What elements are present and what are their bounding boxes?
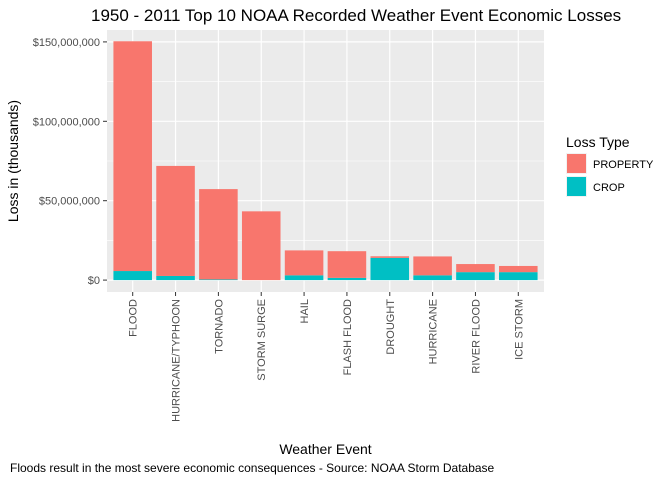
x-tick-label: STORM SURGE xyxy=(256,299,268,381)
bar-crop xyxy=(327,277,367,281)
bar-property xyxy=(456,264,495,273)
bar-crop xyxy=(284,275,324,281)
legend: Loss Type PROPERTY CROP xyxy=(566,134,654,197)
x-tick-label: DROUGHT xyxy=(385,299,397,355)
bar-crop xyxy=(156,275,195,281)
bar-property xyxy=(241,211,281,281)
legend-swatch-crop xyxy=(567,177,586,196)
y-tick-label: $50,000,000 xyxy=(39,196,100,208)
bar-crop xyxy=(499,272,538,281)
bar-crop xyxy=(413,275,452,281)
bars xyxy=(113,41,538,281)
x-tick-label: FLOOD xyxy=(128,299,140,337)
bar-property xyxy=(199,189,238,280)
bar-crop xyxy=(199,279,238,281)
legend-swatch-property xyxy=(567,154,586,173)
bar-crop xyxy=(456,272,495,281)
legend-label-property: PROPERTY xyxy=(593,159,654,171)
x-tick-label: HURRICANE/TYPHOON xyxy=(171,299,183,422)
y-axis: $0 $50,000,000 $100,000,000 $150,000,000 xyxy=(33,37,107,287)
bar-property xyxy=(499,265,538,273)
legend-title: Loss Type xyxy=(566,134,630,150)
x-tick-label: RIVER FLOOD xyxy=(470,299,482,374)
bar-property xyxy=(327,251,367,278)
bar-property xyxy=(113,41,152,272)
chart-title: 1950 - 2011 Top 10 NOAA Recorded Weather… xyxy=(91,6,621,25)
chart-caption: Floods result in the most severe economi… xyxy=(10,461,495,475)
x-tick-label: ICE STORM xyxy=(513,299,525,360)
y-tick-label: $0 xyxy=(88,275,100,287)
y-tick-label: $100,000,000 xyxy=(33,116,100,128)
bar-property xyxy=(156,165,195,276)
y-axis-title: Loss in (thousands) xyxy=(5,100,21,222)
y-tick-label: $150,000,000 xyxy=(33,37,100,49)
legend-label-crop: CROP xyxy=(593,182,625,194)
bar-property xyxy=(413,256,452,276)
x-axis-title: Weather Event xyxy=(279,441,371,457)
bar-property xyxy=(284,250,324,276)
x-axis: FLOOD HURRICANE/TYPHOON TORNADO STORM SURGE… xyxy=(128,292,525,422)
x-tick-label: HAIL xyxy=(299,299,311,323)
x-tick-label: TORNADO xyxy=(213,299,225,354)
x-tick-label: HURRICANE xyxy=(428,299,440,364)
bar-crop xyxy=(370,257,410,281)
bar-crop xyxy=(113,271,152,281)
bar-property xyxy=(370,256,410,258)
x-tick-label: FLASH FLOOD xyxy=(342,299,354,375)
